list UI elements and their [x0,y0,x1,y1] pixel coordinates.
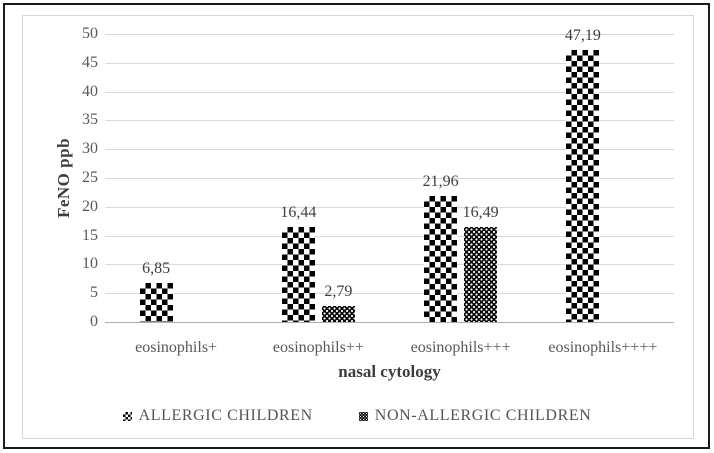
legend-item-allergic: ALLERGIC CHILDREN [122,407,313,425]
x-axis-title: nasal cytology [338,362,441,381]
y-tick-label: 20 [82,197,98,215]
bar-value-label: 16,44 [280,204,317,222]
bar-value-label: 2,79 [324,282,353,300]
bar-non-allergic [464,227,498,322]
y-tick-label: 0 [90,313,98,330]
gridline [105,62,674,64]
bar-allergic [424,195,458,322]
legend-label-allergic: ALLERGIC CHILDREN [138,407,313,424]
checker-swatch-icon [122,411,132,421]
y-tick-label: 45 [82,53,98,71]
gridline [105,91,674,93]
x-axis-baseline [105,322,674,323]
bar-non-allergic [321,305,355,322]
legend-item-non-allergic: NON-ALLERGIC CHILDREN [358,407,592,425]
dots-swatch-icon [358,411,368,421]
legend-label-non-allergic: NON-ALLERGIC CHILDREN [374,407,592,424]
y-tick-label: 5 [90,284,98,302]
y-tick-label: 25 [82,169,98,186]
gridline [105,34,674,35]
gridline [105,235,674,237]
x-category-label: eosinophils++++ [548,339,658,356]
gridline [105,178,674,179]
x-category-label: eosinophils+++ [410,339,511,356]
bar-value-label: 21,96 [422,172,459,190]
x-category-label: eosinophils++ [272,339,364,356]
gridline [105,149,674,151]
y-tick-label: 30 [82,140,98,158]
gridline [105,264,674,266]
bar-allergic [281,227,315,322]
gridline [105,206,674,208]
bar-allergic [566,50,600,322]
y-tick-label: 15 [82,226,98,244]
gridline [105,120,674,122]
legend: ALLERGIC CHILDREN NON-ALLERGIC CHILDREN [22,404,692,428]
y-tick-label: 35 [82,111,98,129]
bar-value-label: 47,19 [564,27,601,45]
bar-allergic [139,282,173,322]
x-category-label: eosinophils+ [135,339,218,356]
gridline [105,293,674,295]
bar-value-label: 6,85 [142,259,171,277]
bar-value-label: 16,49 [462,204,499,222]
y-tick-label: 40 [82,82,98,100]
y-axis-title: FeNO ppb [54,137,73,219]
y-tick-label: 10 [82,255,98,273]
y-tick-label: 50 [82,25,98,42]
